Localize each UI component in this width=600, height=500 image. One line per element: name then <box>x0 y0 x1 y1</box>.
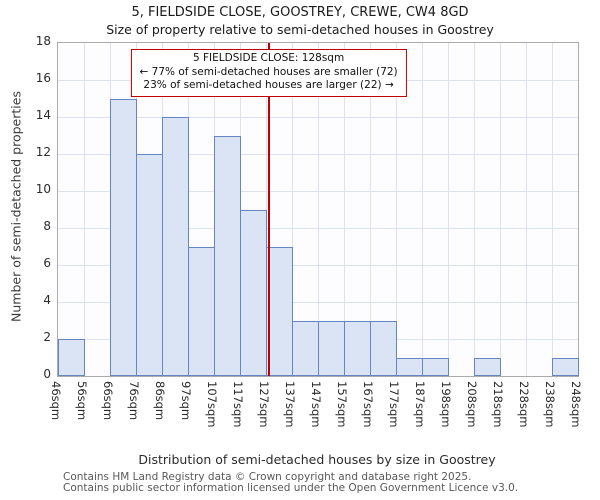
x-tick-label: 86sqm <box>153 381 167 421</box>
x-tick-label: 167sqm <box>361 381 375 428</box>
x-tick-label: 56sqm <box>75 381 89 421</box>
marker-line <box>267 43 270 376</box>
histogram-bar <box>292 320 319 376</box>
annotation-title: 5 FIELDSIDE CLOSE: 128sqm <box>192 52 345 64</box>
annotation-larger: 23% of semi-detached houses are larger (… <box>143 79 394 92</box>
v-gridline <box>344 43 345 376</box>
y-tick-label: 12 <box>35 145 51 159</box>
v-gridline <box>526 43 527 376</box>
x-tick-label: 248sqm <box>569 381 583 428</box>
histogram-bar <box>162 117 189 376</box>
histogram-bar <box>552 357 579 376</box>
x-axis-label: Distribution of semi-detached houses by … <box>138 452 496 467</box>
x-tick-label: 76sqm <box>127 381 141 421</box>
x-tick-label: 127sqm <box>257 381 271 428</box>
v-gridline <box>396 43 397 376</box>
x-tick-label: 137sqm <box>283 381 297 428</box>
x-tick-label: 107sqm <box>205 381 219 428</box>
x-tick-label: 177sqm <box>387 381 401 428</box>
histogram-bar <box>266 246 293 376</box>
histogram-bar <box>474 357 501 376</box>
annotation-smaller: ← 77% of semi-detached houses are smalle… <box>139 65 398 78</box>
y-tick-label: 4 <box>43 293 51 307</box>
chart-title: 5, FIELDSIDE CLOSE, GOOSTREY, CREWE, CW4… <box>131 5 469 20</box>
v-gridline <box>370 43 371 376</box>
v-gridline <box>448 43 449 376</box>
x-tick-label: 208sqm <box>465 381 479 428</box>
y-tick-label: 8 <box>43 219 51 233</box>
footer-line-1: Contains HM Land Registry data © Crown c… <box>63 471 472 483</box>
property-annotation: 5 FIELDSIDE CLOSE: 128sqm ← 77% of semi-… <box>130 49 407 97</box>
v-gridline <box>84 43 85 376</box>
x-tick-label: 228sqm <box>517 381 531 428</box>
x-tick-label: 117sqm <box>231 381 245 428</box>
plot-area: 5 FIELDSIDE CLOSE: 128sqm ← 77% of semi-… <box>57 42 579 377</box>
v-gridline <box>292 43 293 376</box>
x-tick-label: 147sqm <box>309 381 323 428</box>
x-tick-label: 187sqm <box>413 381 427 428</box>
x-tick-label: 157sqm <box>335 381 349 428</box>
histogram-bar <box>422 357 449 376</box>
footer-line-2: Contains public sector information licen… <box>63 482 519 494</box>
histogram-bar <box>240 209 267 376</box>
v-gridline <box>500 43 501 376</box>
y-tick-label: 18 <box>35 34 51 48</box>
histogram-bar <box>370 320 397 376</box>
y-tick-label: 0 <box>43 367 51 381</box>
histogram-bar <box>136 154 163 376</box>
histogram-bar <box>110 98 137 376</box>
y-tick-label: 14 <box>35 108 51 122</box>
y-tick-label: 2 <box>43 330 51 344</box>
x-tick-label: 46sqm <box>49 381 63 421</box>
chart-subtitle: Size of property relative to semi-detach… <box>106 22 494 37</box>
x-tick-label: 198sqm <box>439 381 453 428</box>
x-tick-label: 97sqm <box>179 381 193 421</box>
histogram-bar <box>214 135 241 376</box>
x-tick-label: 66sqm <box>101 381 115 421</box>
v-gridline <box>422 43 423 376</box>
y-tick-label: 10 <box>35 182 51 196</box>
x-tick-label: 238sqm <box>543 381 557 428</box>
x-tick-label: 218sqm <box>491 381 505 428</box>
histogram-bar <box>318 320 345 376</box>
y-tick-label: 16 <box>35 71 51 85</box>
v-gridline <box>552 43 553 376</box>
histogram-bar <box>188 246 215 376</box>
y-tick-label: 6 <box>43 256 51 270</box>
v-gridline <box>318 43 319 376</box>
histogram-bar <box>344 320 371 376</box>
histogram-bar <box>396 357 423 376</box>
v-gridline <box>474 43 475 376</box>
histogram-bar <box>58 339 85 376</box>
